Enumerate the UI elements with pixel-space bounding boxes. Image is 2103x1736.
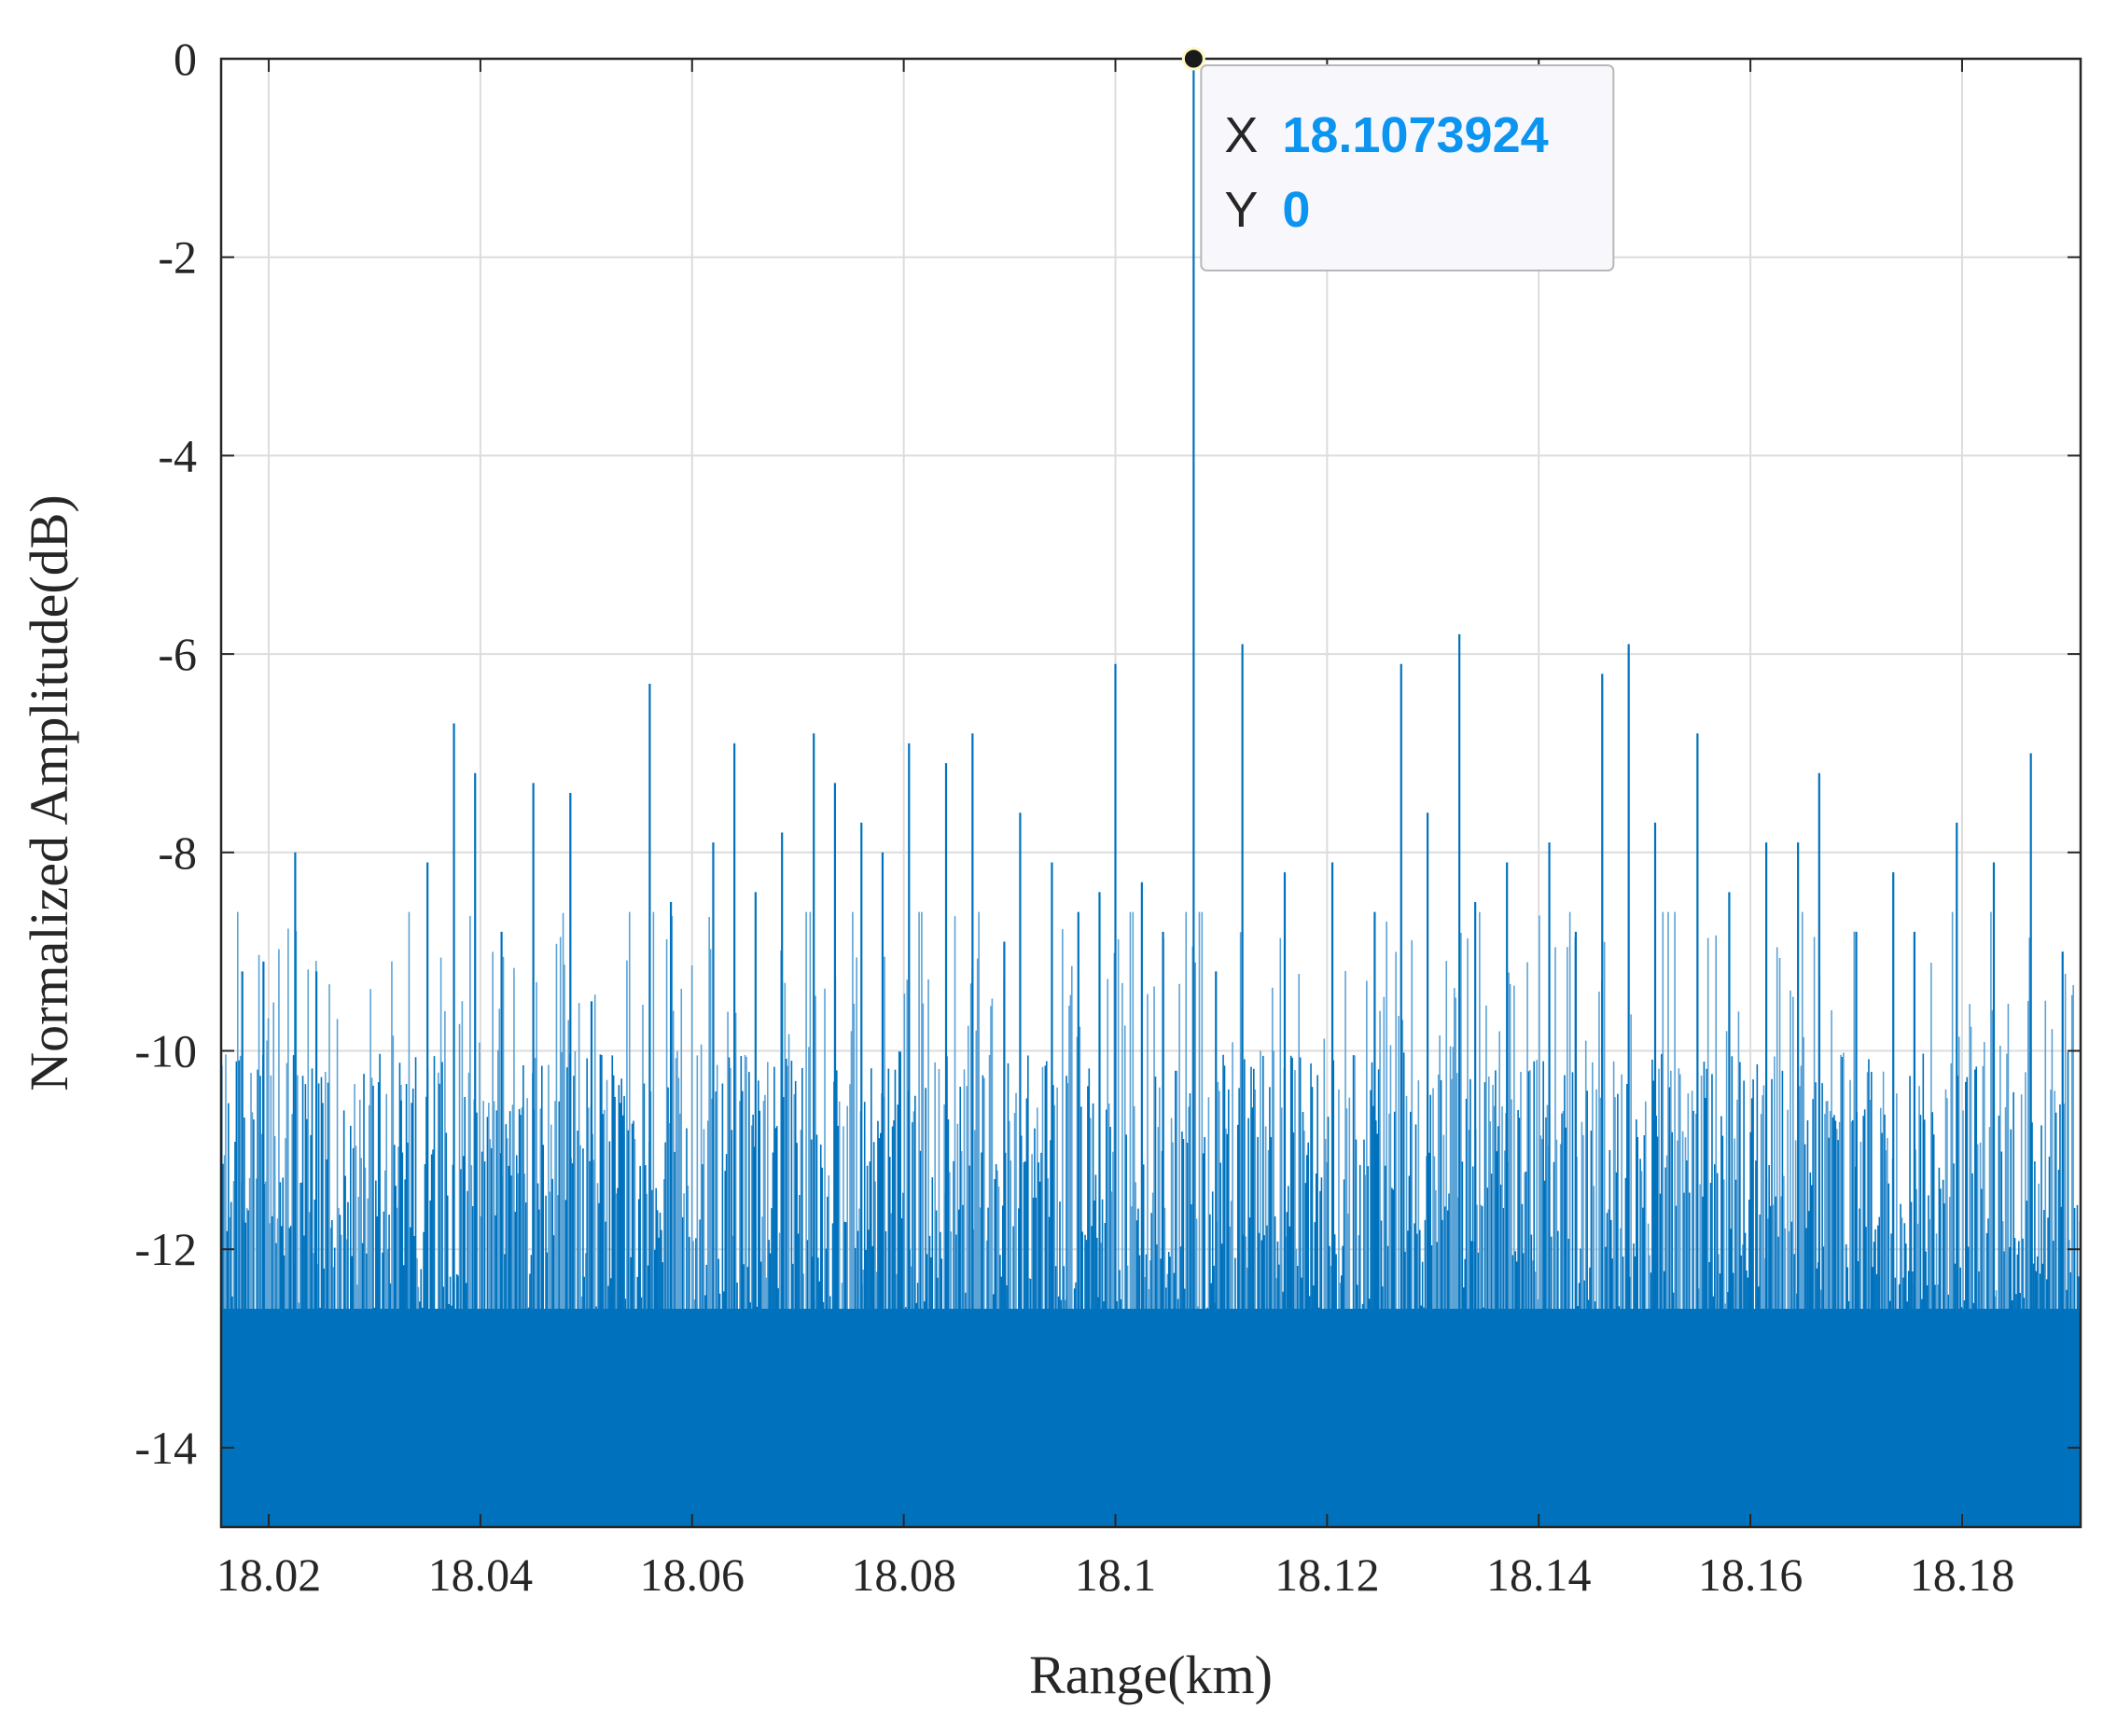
y-tick-label: -12 — [134, 1223, 197, 1275]
y-tick-label: -6 — [158, 628, 197, 680]
x-axis-label: Range(km) — [1029, 1645, 1273, 1705]
x-tick-label: 18.02 — [216, 1549, 322, 1601]
x-tick-labels: 18.02 18.04 18.06 18.08 18.1 18.12 18.14 18.16 1… — [216, 1549, 2014, 1601]
datatip-x-label: X — [1224, 107, 1258, 163]
y-tick-label: -4 — [158, 429, 197, 481]
x-tick-label: 18.04 — [428, 1549, 534, 1601]
x-tick-label: 18.08 — [851, 1549, 956, 1601]
noise-floor-band — [221, 1309, 2081, 1527]
datatip-y-value: 0 — [1282, 182, 1310, 238]
datatip-x-value: 18.1073924 — [1282, 107, 1548, 163]
datatip-marker[interactable] — [1181, 47, 1205, 71]
x-tick-label: 18.16 — [1698, 1549, 1804, 1601]
x-tick-label: 18.14 — [1486, 1549, 1592, 1601]
y-tick-label: -14 — [134, 1422, 197, 1474]
datatip-box — [1200, 64, 1615, 271]
y-axis-label: Normalized Amplitude(dB) — [19, 494, 79, 1090]
y-tick-label: 0 — [174, 33, 197, 85]
datatip-y-label: Y — [1224, 182, 1258, 238]
datatip[interactable]: X 18.1073924 Y 0 — [1181, 47, 1615, 271]
data-bars — [220, 59, 2082, 1527]
x-tick-label: 18.06 — [640, 1549, 745, 1601]
x-tick-label: 18.18 — [1910, 1549, 2015, 1601]
axes-box — [219, 57, 2082, 1529]
x-tick-label: 18.1 — [1075, 1549, 1157, 1601]
y-tick-label: -2 — [158, 231, 197, 284]
y-tick-labels: 0 -2 -4 -6 -8 -10 -12 -14 — [134, 33, 197, 1474]
y-tick-label: -8 — [158, 826, 197, 879]
y-tick-label: -10 — [134, 1025, 197, 1077]
x-tick-label: 18.12 — [1274, 1549, 1380, 1601]
